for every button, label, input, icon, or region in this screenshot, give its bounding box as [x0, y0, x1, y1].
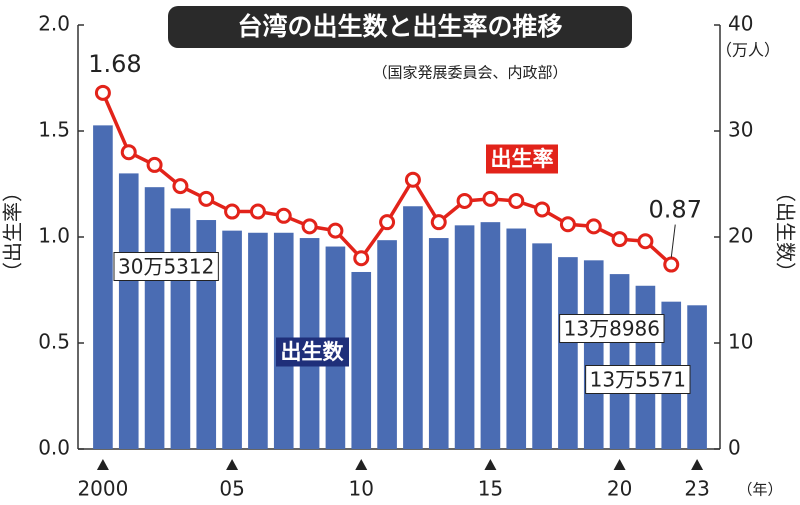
- line-marker: [404, 171, 421, 188]
- y2-tick-label: 0: [728, 436, 741, 460]
- y2-unit: （万人）: [716, 41, 780, 60]
- line-marker: [94, 84, 111, 101]
- chart-title: 台湾の出生数と出生率の推移: [237, 12, 562, 41]
- x-tick: [96, 459, 109, 470]
- line-marker: [482, 190, 499, 207]
- x-tick: [691, 459, 704, 470]
- line-marker: [663, 256, 680, 273]
- bar: [454, 225, 475, 449]
- line-marker: [327, 222, 344, 239]
- x-tick: [226, 459, 239, 470]
- bar: [377, 240, 397, 449]
- x-tick: [613, 459, 626, 470]
- x-tick-label: 10: [349, 477, 374, 501]
- value-label-box: [276, 337, 349, 367]
- y-axis-title: （出生率）: [1, 182, 25, 282]
- y-tick-label: 1.0: [38, 224, 70, 248]
- line-marker: [224, 203, 241, 220]
- line-marker: [559, 216, 576, 233]
- bar: [222, 230, 242, 449]
- bar: [403, 206, 423, 449]
- subtitle: （国家発展委員会、内政部）: [372, 64, 567, 82]
- y2-tick-label: 30: [728, 118, 753, 142]
- bar: [583, 260, 604, 449]
- line-marker: [508, 192, 525, 209]
- value-label-group: 13万8986: [559, 314, 665, 343]
- value-label-box: [585, 365, 691, 394]
- value-label-group: 30万5312: [113, 252, 219, 281]
- line-marker: [198, 190, 215, 207]
- value-label-box: [559, 314, 665, 343]
- value-label-box: [113, 252, 219, 281]
- bar: [480, 222, 501, 449]
- bar: [170, 208, 191, 449]
- line-marker: [585, 218, 602, 235]
- x-tick-label: 20: [607, 477, 632, 501]
- bar: [532, 243, 552, 449]
- x-tick-label: 05: [219, 477, 244, 501]
- y-tick-label: 0.5: [38, 330, 70, 354]
- line-marker: [249, 203, 266, 220]
- line-marker: [637, 233, 654, 250]
- value-label: 出生率: [491, 147, 554, 171]
- y2-tick-label: 20: [728, 224, 753, 248]
- y2-axis-title: （出生数）: [774, 182, 798, 282]
- line-marker: [353, 250, 370, 267]
- bar: [118, 173, 139, 449]
- value-label: 出生数: [281, 340, 345, 364]
- bar: [687, 305, 707, 449]
- value-label-group: 出生率: [486, 144, 558, 174]
- x-unit: （年）: [737, 481, 782, 499]
- y2-tick-label: 40: [728, 12, 753, 36]
- x-tick: [355, 459, 368, 470]
- value-label: 30万5312: [118, 255, 214, 279]
- bar: [93, 125, 113, 450]
- line-marker: [301, 218, 318, 235]
- value-label-group: 13万5571: [585, 365, 691, 394]
- y-tick-label: 2.0: [38, 12, 70, 36]
- line-marker: [534, 201, 551, 218]
- line-marker: [146, 156, 163, 173]
- bar: [351, 271, 372, 449]
- leader: [670, 224, 676, 258]
- bar: [558, 257, 578, 449]
- bar: [506, 228, 527, 449]
- bar: [248, 232, 268, 449]
- value-label-group: 出生数: [276, 337, 349, 367]
- title-box: [168, 6, 632, 48]
- line-marker: [275, 207, 292, 224]
- value-label-box: [486, 144, 558, 174]
- line-marker: [611, 231, 628, 248]
- line-marker: [120, 144, 137, 161]
- x-tick-label: 2000: [77, 477, 128, 501]
- value-label: 1.68: [88, 50, 141, 78]
- line-marker: [172, 178, 189, 195]
- line-marker: [379, 214, 396, 231]
- bar: [609, 274, 630, 449]
- x-tick-label: 15: [478, 477, 503, 501]
- y-tick-label: 1.5: [38, 118, 70, 142]
- line-marker: [456, 192, 473, 209]
- x-tick: [484, 459, 497, 470]
- y2-tick-label: 10: [728, 330, 753, 354]
- x-tick-label: 23: [684, 477, 709, 501]
- bar: [144, 187, 165, 449]
- value-label: 13万8986: [564, 317, 660, 341]
- line-marker: [430, 214, 447, 231]
- y-tick-label: 0.0: [38, 436, 70, 460]
- value-label: 13万5571: [590, 368, 686, 392]
- bar: [428, 238, 449, 449]
- value-label: 0.87: [649, 196, 702, 224]
